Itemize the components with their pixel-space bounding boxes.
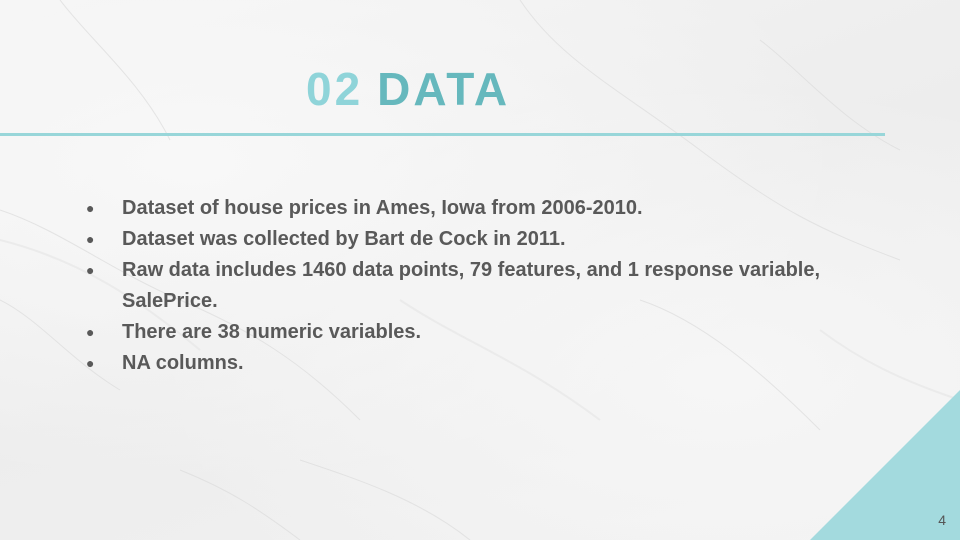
corner-triangle-decoration <box>810 390 960 540</box>
bullet-dot-icon: ● <box>86 324 95 340</box>
bullet-dot-icon: ● <box>86 355 95 371</box>
bullet-text: Dataset was collected by Bart de Cock in… <box>122 228 566 250</box>
bullet-item: ● Dataset was collected by Bart de Cock … <box>80 224 840 255</box>
bullet-item: ● There are 38 numeric variables. <box>80 317 840 348</box>
bullet-dot-icon: ● <box>86 262 95 278</box>
title-underline-rule <box>0 133 885 136</box>
bullet-text: Raw data includes 1460 data points, 79 f… <box>122 259 821 312</box>
title-word: DATA <box>377 63 511 115</box>
bullet-dot-icon: ● <box>86 231 95 247</box>
slide-title: 02 DATA <box>306 62 510 116</box>
bullet-text: NA columns. <box>122 352 244 374</box>
bullet-item: ● NA columns. <box>80 348 840 379</box>
page-number: 4 <box>938 512 946 528</box>
bullet-list: ● Dataset of house prices in Ames, Iowa … <box>80 193 840 379</box>
bullet-text: Dataset of house prices in Ames, Iowa fr… <box>122 197 643 219</box>
bullet-item: ● Raw data includes 1460 data points, 79… <box>80 255 840 317</box>
title-number: 02 <box>306 63 364 115</box>
bullet-item: ● Dataset of house prices in Ames, Iowa … <box>80 193 840 224</box>
bullet-text: There are 38 numeric variables. <box>122 321 422 343</box>
bullet-dot-icon: ● <box>86 200 95 216</box>
